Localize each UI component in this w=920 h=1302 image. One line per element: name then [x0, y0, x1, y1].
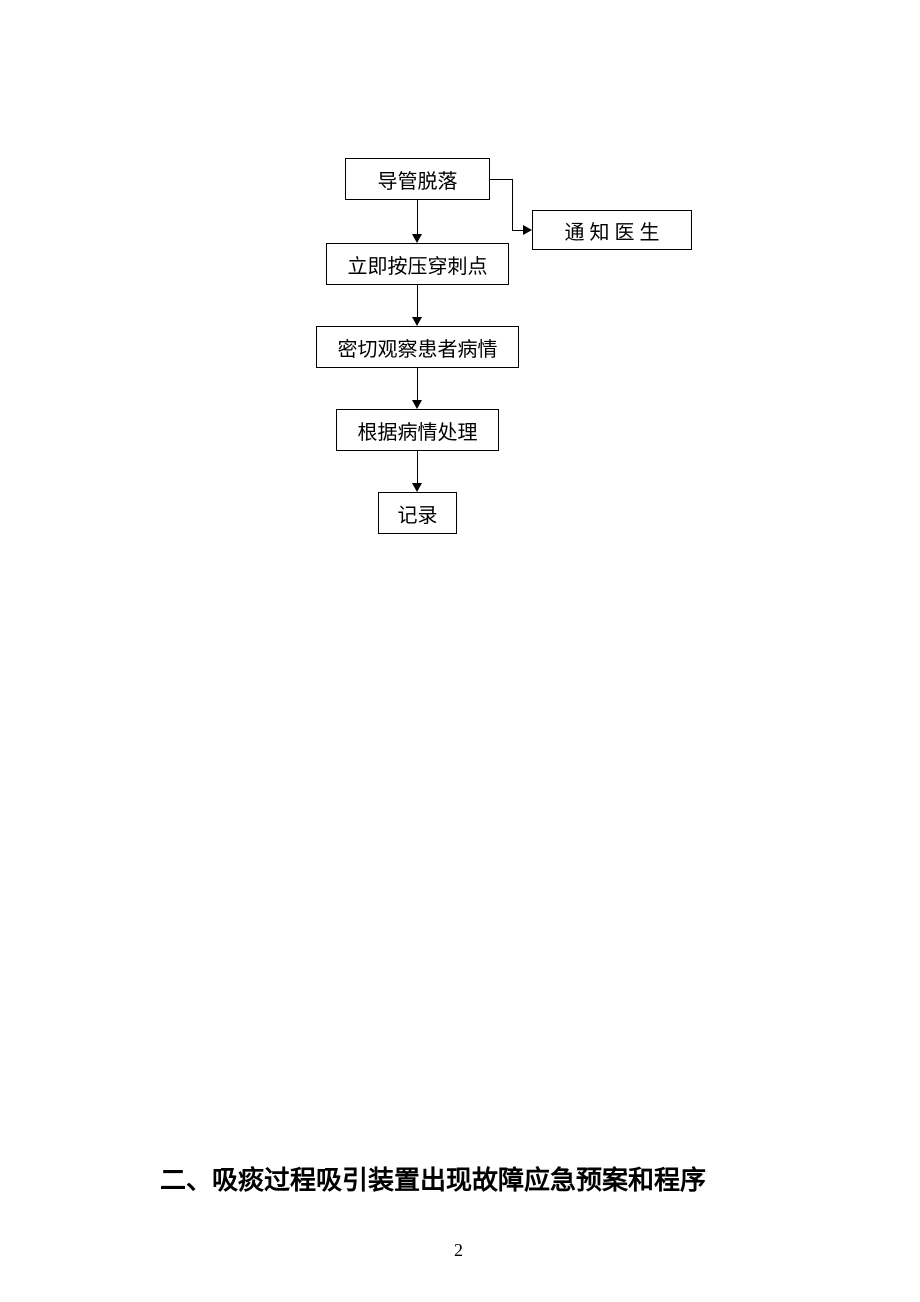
- section-title-text: 二、吸痰过程吸引装置出现故障应急预案和程序: [160, 1165, 706, 1195]
- arrow-head-icon: [412, 317, 422, 326]
- edge-line: [417, 451, 418, 483]
- arrow-head-icon: [412, 400, 422, 409]
- node-label: 根据病情处理: [358, 416, 478, 445]
- node-label: 导管脱落: [378, 165, 458, 194]
- arrow-head-icon: [412, 234, 422, 243]
- node-press-puncture: 立即按压穿刺点: [326, 243, 509, 285]
- page-number: 2: [454, 1240, 463, 1261]
- arrow-head-icon: [412, 483, 422, 492]
- node-handle-condition: 根据病情处理: [336, 409, 499, 451]
- node-catheter-detached: 导管脱落: [345, 158, 490, 200]
- edge-line: [417, 200, 418, 234]
- node-label: 通 知 医 生: [565, 216, 660, 245]
- section-title: 二、吸痰过程吸引装置出现故障应急预案和程序: [160, 1160, 706, 1197]
- node-observe-patient: 密切观察患者病情: [316, 326, 519, 368]
- node-label: 密切观察患者病情: [338, 333, 498, 362]
- edge-line: [417, 285, 418, 317]
- node-record: 记录: [378, 492, 457, 534]
- page-number-text: 2: [454, 1240, 463, 1260]
- node-label: 记录: [398, 499, 438, 528]
- node-label: 立即按压穿刺点: [348, 250, 488, 279]
- arrow-head-icon: [523, 225, 532, 235]
- node-notify-doctor: 通 知 医 生: [532, 210, 692, 250]
- edge-line: [512, 179, 513, 230]
- edge-line: [512, 230, 523, 231]
- flowchart-container: 导管脱落 通 知 医 生 立即按压穿刺点 密切观察患者病情 根据病情处理 记录: [0, 0, 920, 600]
- edge-line: [417, 368, 418, 400]
- edge-line: [490, 179, 512, 180]
